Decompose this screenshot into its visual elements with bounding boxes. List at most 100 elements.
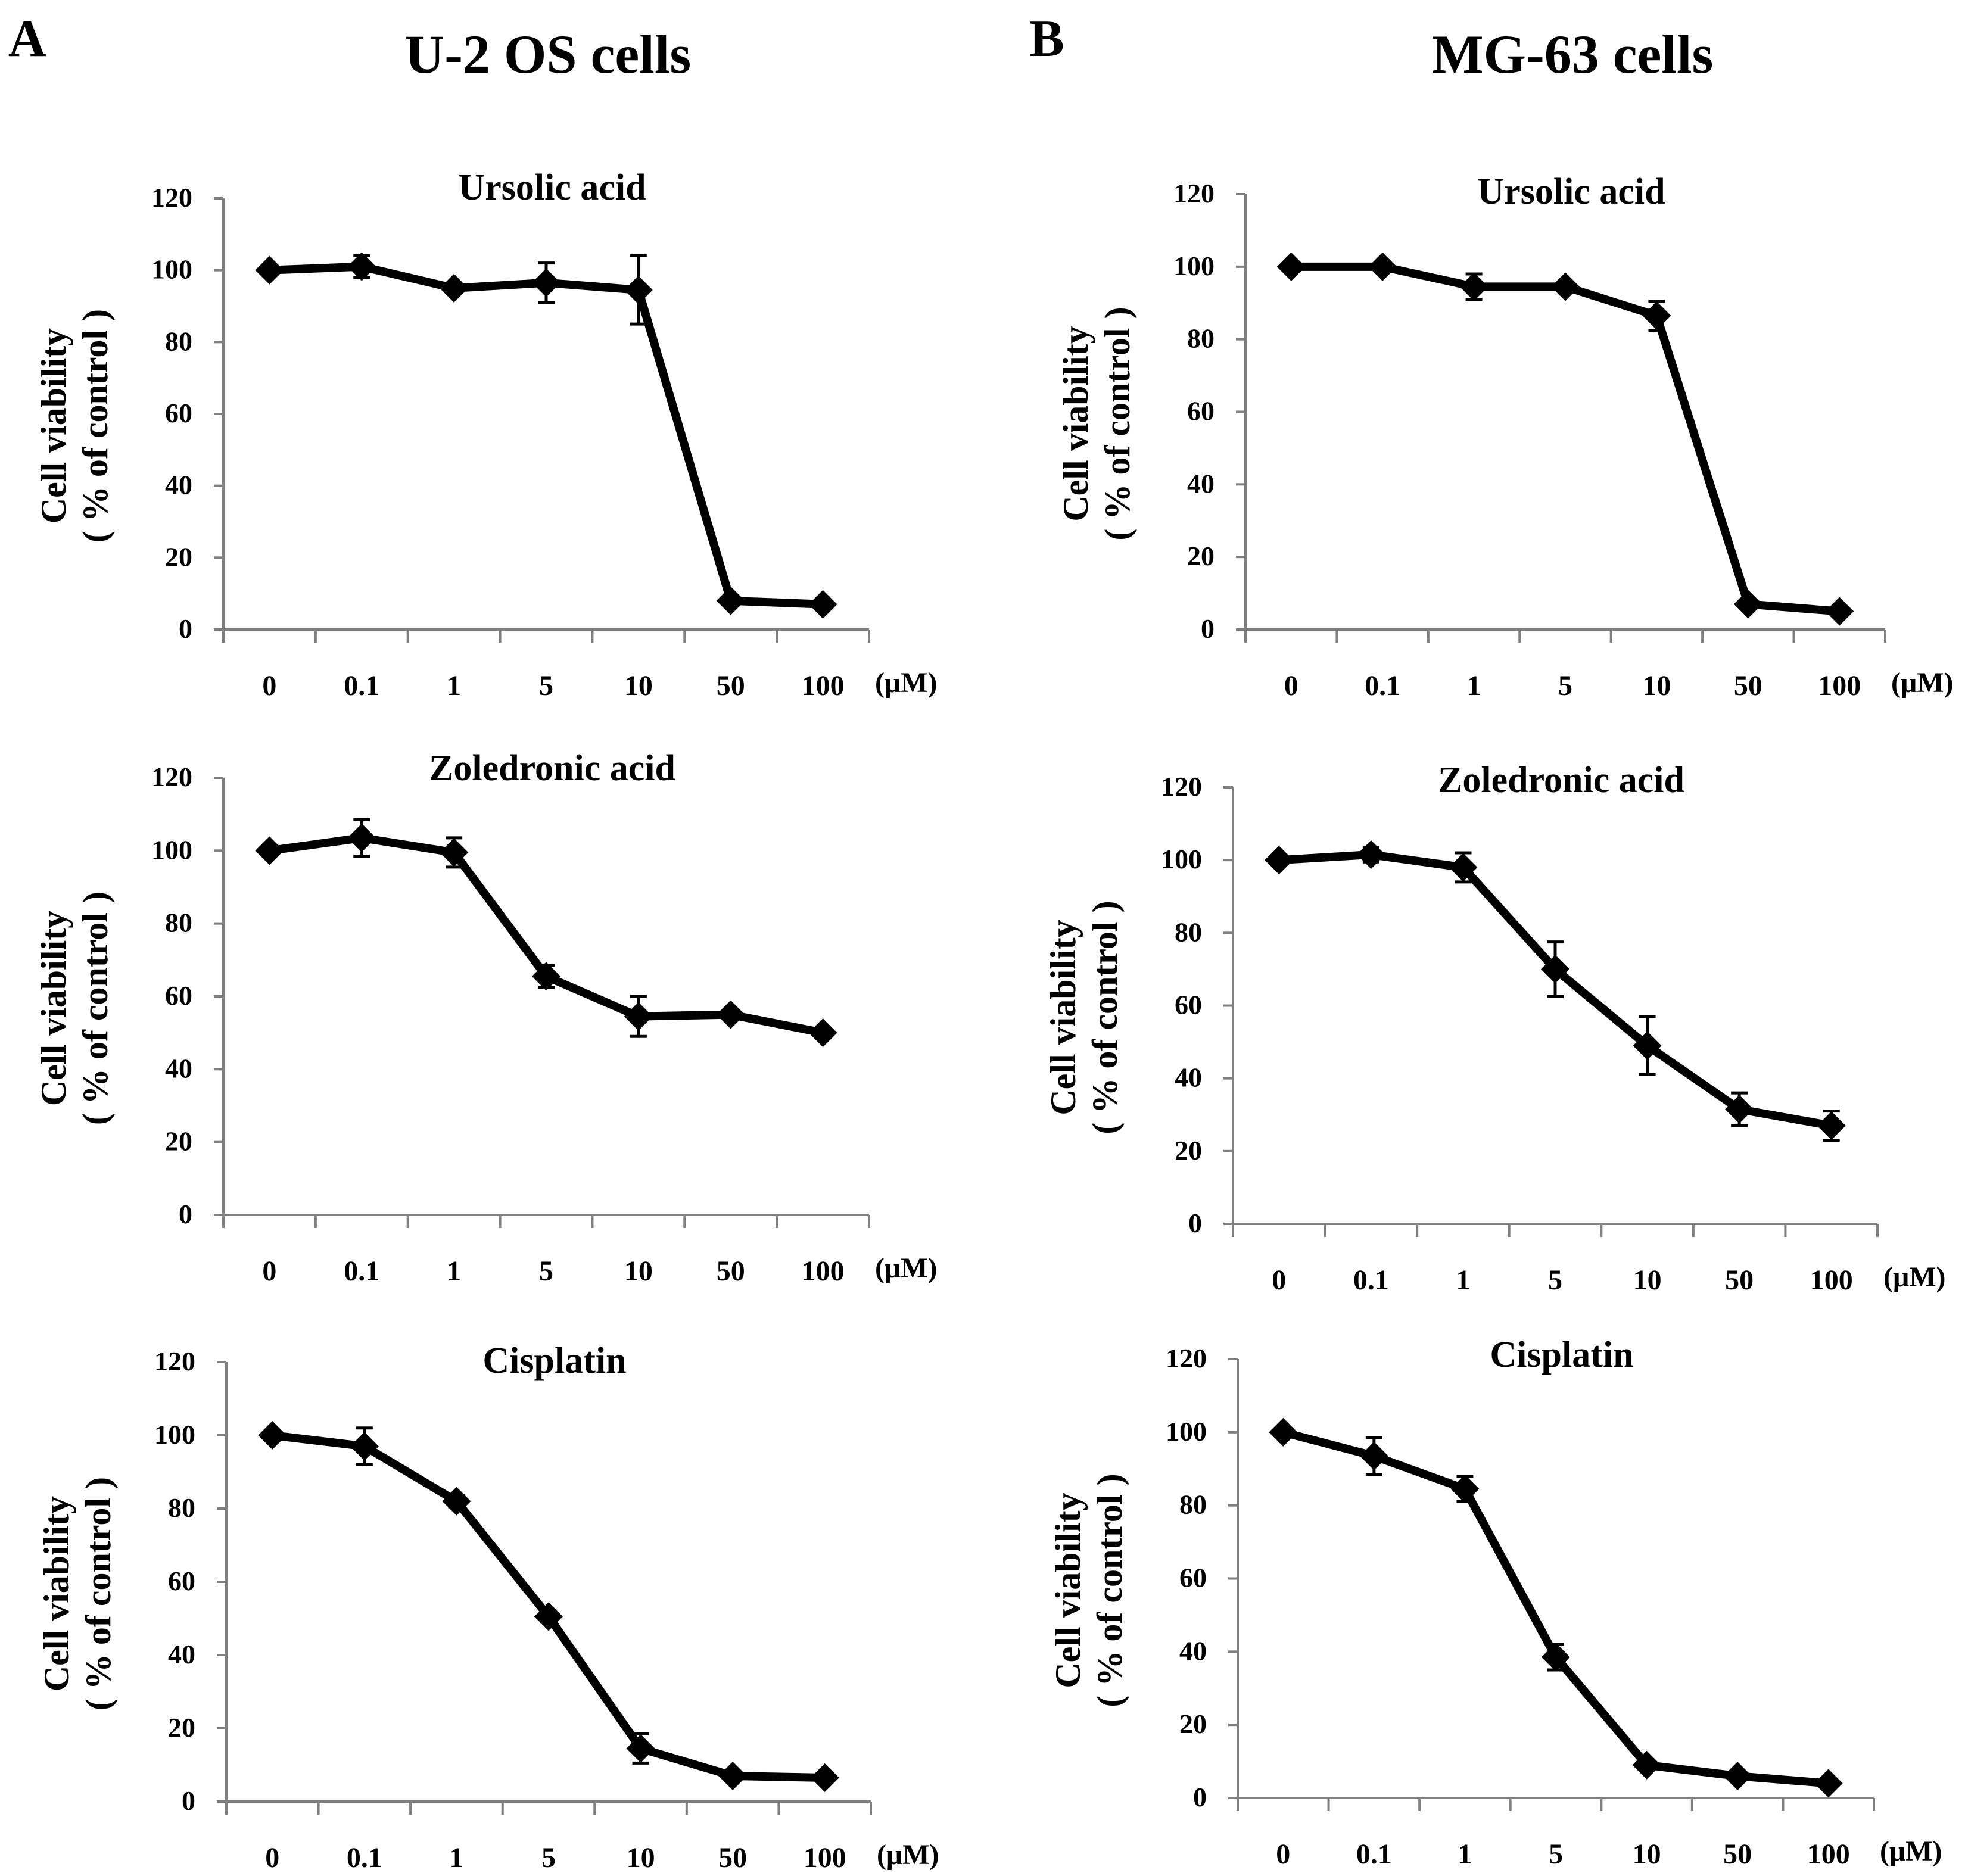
- x-tick-label: 0: [1284, 670, 1298, 702]
- chart-b-zoledronic-acid: 0 20 40 60 80 100 120 0 0.1 1 5 10 50 100 (μM) Zoledron…: [1044, 760, 1945, 1296]
- panel-title-b: MG-63 cells: [1431, 24, 1714, 85]
- data-point-marker: [1825, 597, 1854, 626]
- x-tick-label: 0.1: [344, 1255, 379, 1287]
- series-line: [269, 262, 823, 609]
- x-tick-label: 1: [1458, 1838, 1472, 1870]
- y-tick-label: 0: [179, 613, 192, 644]
- x-tick-label: 5: [539, 1255, 553, 1287]
- y-tick-label: 80: [165, 908, 192, 938]
- x-tick-label: 0: [1276, 1838, 1290, 1870]
- y-tick-label: 80: [1179, 1489, 1207, 1520]
- data-point-marker: [1723, 1762, 1752, 1791]
- data-point-marker: [626, 1734, 655, 1763]
- chart-a-ursolic-acid: 0 20 40 60 80 100 120 0 0.1 1 5 10 50 100 (μM) Ursolic …: [34, 167, 937, 702]
- y-axis-label-unit: ( % of control ): [79, 1477, 118, 1710]
- y-tick-label: 120: [151, 182, 192, 213]
- data-point-marker: [1814, 1769, 1843, 1798]
- data-point-marker: [1542, 1643, 1570, 1672]
- y-tick-label: 100: [151, 254, 192, 285]
- x-unit-label: (μM): [1891, 667, 1953, 699]
- y-tick-label: 60: [165, 980, 192, 1011]
- x-tick-label: 0.1: [1353, 1264, 1389, 1296]
- x-tick-label: 10: [624, 1255, 653, 1287]
- y-axis-label: Cell viability: [37, 1496, 76, 1691]
- y-axis-label: Cell viability: [1048, 1492, 1088, 1688]
- data-point-marker: [440, 838, 469, 867]
- data-point-marker: [1459, 272, 1488, 301]
- data-point-marker: [716, 586, 745, 615]
- x-tick-label: 0.1: [1365, 670, 1400, 702]
- x-unit-label: (μM): [1883, 1261, 1945, 1293]
- data-point-marker: [808, 590, 837, 619]
- data-point-marker: [1269, 1417, 1298, 1447]
- x-tick-label: 10: [627, 1842, 655, 1874]
- x-tick-label: 1: [1467, 670, 1481, 702]
- panel-label-a: A: [8, 10, 46, 68]
- chart-title: Ursolic acid: [458, 167, 646, 208]
- data-point-marker: [1276, 252, 1306, 281]
- y-tick-label: 60: [165, 398, 192, 428]
- data-point-marker: [347, 823, 376, 852]
- data-point-marker: [1642, 301, 1671, 331]
- x-tick-label: 0: [262, 1255, 276, 1287]
- y-tick-label: 120: [1161, 771, 1202, 802]
- y-tick-label: 80: [165, 326, 192, 356]
- data-point-marker: [258, 1421, 287, 1450]
- x-tick-label: 100: [1807, 1838, 1850, 1870]
- x-unit-label: (μM): [875, 667, 937, 699]
- x-tick-label: 1: [449, 1842, 463, 1874]
- chart-b-ursolic-acid: 0 20 40 60 80 100 120 0 0.1 1 5 10 50 100 (μM) Ursolic …: [1056, 172, 1953, 702]
- x-tick-label: 50: [717, 670, 745, 702]
- y-axis-label: Cell viability: [34, 328, 73, 523]
- series-line: [1291, 262, 1840, 616]
- y-tick-label: 20: [1179, 1709, 1207, 1739]
- data-point-marker: [1450, 1475, 1480, 1504]
- y-tick-label: 60: [168, 1566, 195, 1596]
- chart-a-cisplatin: 0 20 40 60 80 100 120 0 0.1 1 5 10 50 100 (μM) Cisplati…: [37, 1341, 939, 1874]
- y-tick-label: 40: [168, 1639, 195, 1669]
- y-tick-label: 60: [1179, 1563, 1207, 1593]
- x-tick-label: 0.1: [1356, 1838, 1392, 1870]
- y-tick-label: 40: [165, 470, 192, 500]
- y-axis-label-unit: ( % of control ): [1090, 1473, 1129, 1707]
- chart-title: Zoledronic acid: [1438, 760, 1684, 800]
- data-point-marker: [1449, 853, 1478, 882]
- y-axis-label-unit: ( % of control ): [1098, 307, 1137, 540]
- y-tick-label: 100: [151, 834, 192, 865]
- data-point-marker: [1368, 252, 1397, 281]
- y-tick-label: 0: [1193, 1782, 1207, 1812]
- y-tick-label: 120: [151, 762, 192, 792]
- data-point-marker: [532, 962, 560, 991]
- x-tick-label: 0: [262, 670, 276, 702]
- chart-b-cisplatin: 0 20 40 60 80 100 120 0 0.1 1 5 10 50 100 (μM) Cisplati…: [1048, 1335, 1942, 1870]
- series-line: [269, 833, 824, 1037]
- x-tick-label: 0.1: [347, 1842, 382, 1874]
- y-axis-label-unit: ( % of control ): [76, 892, 115, 1125]
- chart-title: Cisplatin: [1490, 1335, 1633, 1375]
- y-tick-label: 40: [1187, 468, 1214, 498]
- data-point-marker: [532, 268, 560, 297]
- x-tick-label: 0.1: [344, 670, 379, 702]
- x-tick-label: 1: [1456, 1264, 1470, 1296]
- x-tick-label: 50: [1734, 670, 1762, 702]
- x-tick-label: 100: [802, 670, 845, 702]
- x-unit-label: (μM): [877, 1839, 939, 1871]
- y-axis-label: Cell viability: [1044, 920, 1083, 1115]
- y-tick-label: 20: [165, 1126, 192, 1157]
- data-point-marker: [442, 1487, 471, 1516]
- x-tick-label: 100: [802, 1255, 845, 1287]
- y-tick-label: 120: [154, 1346, 195, 1376]
- panel-title-a: U-2 OS cells: [404, 24, 692, 85]
- chart-title: Cisplatin: [482, 1341, 626, 1381]
- data-point-marker: [1632, 1750, 1661, 1780]
- y-axis-label-unit: ( % of control ): [76, 309, 115, 543]
- y-tick-label: 40: [165, 1053, 192, 1083]
- x-tick-label: 10: [1642, 670, 1671, 702]
- y-axis-label: Cell viability: [1056, 326, 1095, 521]
- y-tick-label: 120: [1166, 1343, 1207, 1373]
- x-tick-label: 1: [447, 670, 461, 702]
- x-tick-label: 100: [804, 1842, 846, 1874]
- panel-label-b: B: [1029, 10, 1064, 68]
- x-tick-label: 0: [265, 1842, 279, 1874]
